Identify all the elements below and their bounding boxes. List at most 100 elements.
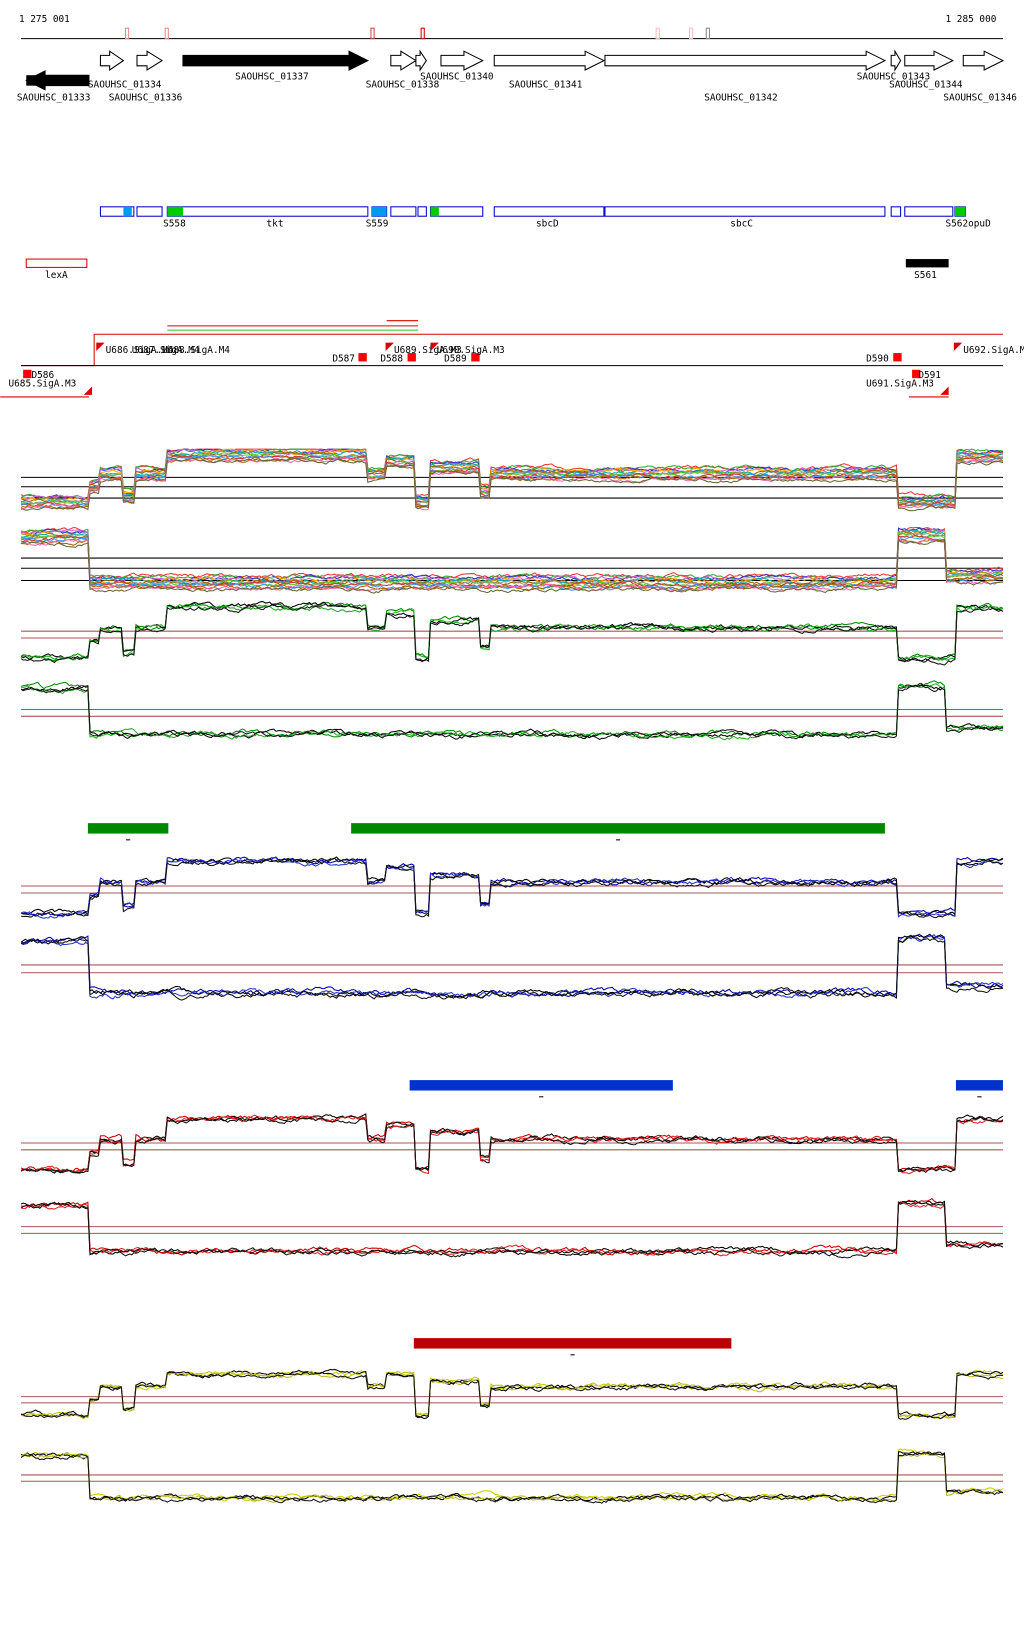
gene-arrow bbox=[415, 49, 427, 72]
transcript-label: D590 bbox=[866, 353, 889, 364]
transcript-label: U685.SigA.M3 bbox=[9, 378, 77, 389]
gene-label: SAOUHSC_01333 bbox=[17, 92, 91, 103]
expression-trace bbox=[20, 1201, 1004, 1259]
transcript-label: U690.SigA.M3 bbox=[437, 345, 505, 356]
gene-label: SAOUHSC_01338 bbox=[366, 80, 440, 91]
feature-label: S559 bbox=[366, 219, 389, 230]
terminator bbox=[23, 369, 32, 379]
transcript-label: D586 bbox=[31, 370, 54, 381]
gene-arrow bbox=[604, 50, 887, 71]
feature-fill bbox=[167, 206, 183, 217]
feature-label: S562opuD bbox=[946, 219, 992, 230]
feature-label: S558 bbox=[163, 219, 186, 230]
expression-trace bbox=[20, 601, 1004, 663]
expression-trace bbox=[20, 934, 1004, 1000]
feature-box bbox=[417, 206, 427, 217]
transcript-label: D588 bbox=[380, 353, 403, 364]
cluster-bar bbox=[409, 1080, 673, 1091]
expression-trace bbox=[20, 538, 1003, 594]
gene-label: SAOUHSC_01337 bbox=[235, 71, 308, 82]
expression-trace bbox=[21, 457, 1004, 512]
cluster-bar bbox=[413, 1338, 732, 1349]
cluster-bar bbox=[351, 823, 885, 834]
feature-fill bbox=[430, 206, 439, 217]
expression-trace bbox=[20, 1451, 1004, 1504]
gene-arrow bbox=[440, 50, 484, 71]
transcript-label: U687.SigA.M4 bbox=[132, 345, 200, 356]
feature-box bbox=[99, 206, 135, 217]
ruler-mark bbox=[655, 27, 660, 40]
region-box bbox=[25, 258, 88, 268]
transcript-label: U691.SigA.M3 bbox=[866, 378, 934, 389]
expression-trace bbox=[20, 526, 1004, 582]
transcript-label: U688.SigA.M4 bbox=[162, 345, 230, 356]
feature-label: tkt bbox=[267, 219, 284, 230]
terminator bbox=[893, 353, 902, 362]
expression-trace bbox=[20, 1451, 1004, 1503]
feature-fill bbox=[123, 206, 132, 217]
gene-arrow bbox=[26, 75, 87, 86]
gene-label: SAOUHSC_01346 bbox=[943, 92, 1017, 103]
expression-trace bbox=[20, 527, 1004, 582]
feature-box bbox=[390, 206, 417, 217]
promoter bbox=[940, 386, 949, 395]
gene-arrow bbox=[493, 50, 606, 71]
expression-trace bbox=[20, 1114, 1004, 1173]
terminator bbox=[471, 353, 480, 362]
feature-box bbox=[890, 206, 902, 217]
gene-label: SAOUHSC_01344 bbox=[889, 80, 963, 91]
expression-trace bbox=[20, 454, 1004, 509]
gene-label: SAOUHSC_01342 bbox=[704, 92, 778, 103]
expression-trace bbox=[20, 856, 1004, 917]
expression-trace bbox=[20, 1451, 1004, 1503]
gene-arrow bbox=[904, 50, 954, 71]
expression-trace bbox=[20, 857, 1004, 919]
ruler-mark bbox=[689, 27, 694, 40]
region-label: S561 bbox=[914, 270, 937, 281]
expression-trace bbox=[20, 454, 1003, 508]
expression-trace bbox=[20, 934, 1004, 1001]
expression-trace bbox=[20, 450, 1004, 505]
expression-trace bbox=[20, 1371, 1004, 1420]
feature-box bbox=[604, 206, 886, 217]
feature-label: sbcD bbox=[536, 219, 559, 230]
feature-label: sbcC bbox=[730, 219, 753, 230]
ruler-mark bbox=[124, 27, 130, 40]
gene-arrow bbox=[390, 50, 417, 71]
transcript-label: U692.SigA.M3 bbox=[963, 345, 1024, 356]
promoter bbox=[430, 342, 439, 351]
expression-trace bbox=[20, 1114, 1004, 1175]
ruler-mark bbox=[420, 27, 425, 40]
feature-box bbox=[166, 206, 369, 217]
ruler-mark bbox=[370, 27, 375, 40]
expression-trace bbox=[20, 1200, 1004, 1256]
feature-fill bbox=[372, 206, 387, 217]
gene-label: SAOUHSC_01343 bbox=[857, 71, 931, 82]
transcript-label: D591 bbox=[918, 370, 941, 381]
expression-trace bbox=[21, 528, 1004, 581]
expression-trace bbox=[20, 684, 1004, 741]
feature-box bbox=[904, 206, 954, 217]
transcript-label: U689.SigA.M3 bbox=[394, 345, 462, 356]
expression-trace bbox=[21, 683, 1004, 740]
feature-box bbox=[493, 206, 605, 217]
gene-arrow bbox=[136, 50, 164, 71]
gene-label: SAOUHSC_01340 bbox=[420, 71, 494, 82]
expression-trace bbox=[20, 933, 1004, 1000]
transcript-label: U686.SigA.M4 bbox=[106, 345, 174, 356]
expression-trace bbox=[20, 1368, 1004, 1420]
start-coordinate: 1 275 001 bbox=[19, 14, 70, 25]
feature-box bbox=[136, 206, 163, 217]
promoter bbox=[953, 342, 963, 351]
expression-trace bbox=[20, 856, 1003, 919]
terminator bbox=[358, 353, 367, 362]
gene-label: SAOUHSC_01336 bbox=[109, 92, 183, 103]
gene-label: SAOUHSC_01341 bbox=[509, 80, 583, 91]
cluster-bar bbox=[955, 1080, 1003, 1091]
expression-trace bbox=[20, 528, 1004, 584]
promoter bbox=[83, 386, 93, 395]
region-box bbox=[905, 259, 949, 268]
expression-trace bbox=[20, 604, 1003, 661]
